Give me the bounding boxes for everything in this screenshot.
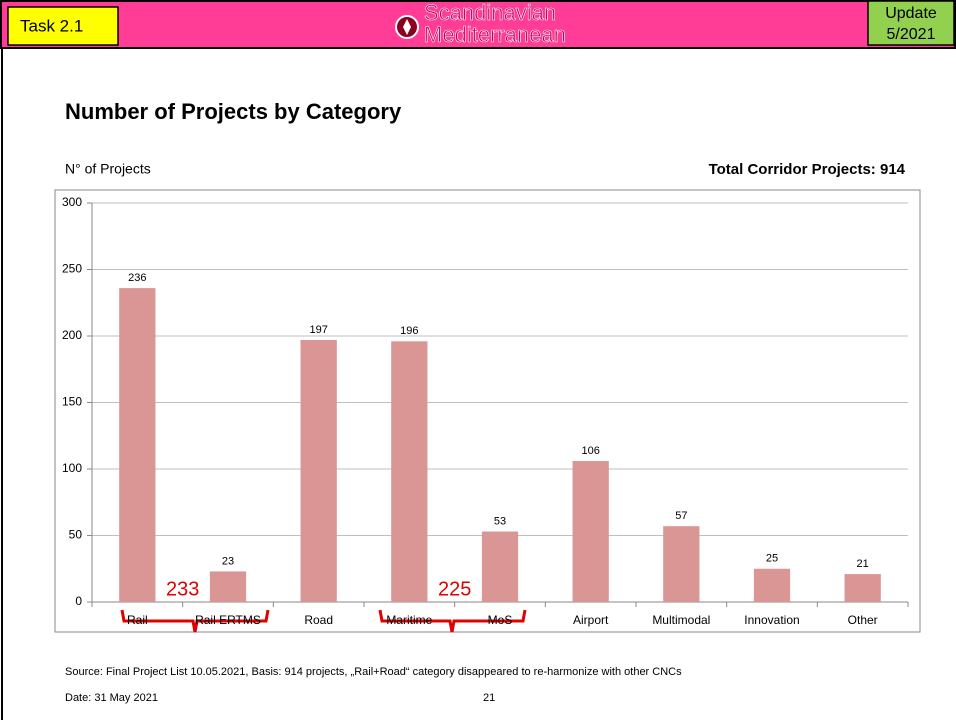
- date-note: Date: 31 May 2021: [65, 692, 158, 704]
- y-tick-label: 100: [62, 461, 82, 475]
- x-tick-label: Rail: [127, 613, 148, 627]
- bar: [300, 339, 337, 602]
- bracket: [120, 609, 270, 633]
- x-tick-label: Rail ERTMS: [195, 613, 261, 627]
- update-box: [867, 0, 955, 46]
- bar: [844, 574, 881, 602]
- x-tick-label: Innovation: [744, 613, 799, 627]
- page-number: 21: [483, 692, 495, 704]
- bracket: [378, 609, 527, 633]
- y-tick-label: 250: [62, 262, 82, 276]
- logo-icon-detail: [403, 19, 411, 35]
- y-tick-label: 50: [69, 528, 83, 542]
- total-label: Total Corridor Projects: 914: [709, 161, 906, 178]
- data-label: 196: [400, 325, 418, 337]
- chart-title: Number of Projects by Category: [65, 99, 402, 124]
- data-label: 197: [309, 324, 327, 336]
- y-tick-label: 200: [62, 328, 82, 342]
- x-tick-label: Other: [848, 613, 878, 627]
- bar: [391, 341, 428, 602]
- y-axis-label: N° of Projects: [65, 161, 151, 177]
- data-label: 57: [675, 510, 687, 522]
- bar: [753, 568, 791, 602]
- logo-text: Scandinavian: [424, 0, 556, 25]
- chart-frame: [54, 189, 921, 633]
- data-label: 21: [857, 558, 869, 570]
- y-tick-label: 0: [75, 594, 82, 608]
- bar: [209, 571, 247, 602]
- annotation: 233: [166, 578, 199, 600]
- annotation: 225: [438, 578, 471, 600]
- task-box: [7, 6, 119, 46]
- data-label: 23: [222, 555, 234, 567]
- update-label: Update: [885, 5, 937, 22]
- x-tick-label: Road: [304, 613, 333, 627]
- data-label: 25: [766, 553, 778, 565]
- bar: [119, 288, 156, 602]
- y-tick-label: 300: [62, 195, 82, 209]
- task-label: Task 2.1: [20, 16, 83, 35]
- y-tick-label: 150: [62, 395, 82, 409]
- data-label: 236: [128, 272, 146, 284]
- data-label: 106: [581, 445, 599, 457]
- bar: [572, 461, 609, 602]
- bar: [663, 526, 700, 602]
- data-label: 53: [494, 515, 506, 527]
- x-tick-label: Maritime: [386, 613, 432, 627]
- source-note: Source: Final Project List 10.05.2021, B…: [65, 666, 682, 678]
- bar: [481, 531, 519, 602]
- x-tick-label: Airport: [573, 613, 609, 627]
- header-bar: [0, 0, 956, 49]
- x-tick-label: MoS: [488, 613, 513, 627]
- logo-text: Mediterranean: [424, 22, 566, 47]
- x-tick-label: Multimodal: [652, 613, 710, 627]
- update-label: 5/2021: [887, 26, 936, 43]
